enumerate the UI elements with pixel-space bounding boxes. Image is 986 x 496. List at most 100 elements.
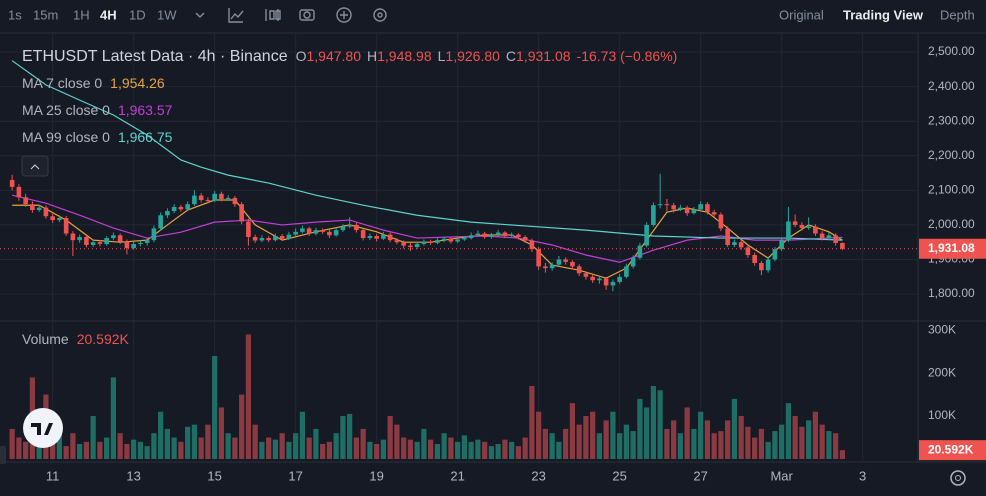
volume-bar	[468, 441, 474, 459]
candle-body	[374, 235, 379, 239]
volume-bar	[266, 437, 272, 459]
candle-body	[97, 242, 103, 244]
candle-body	[664, 204, 670, 206]
x-tick-label: 19	[369, 468, 383, 483]
candle-body	[833, 235, 838, 243]
candle-body	[765, 259, 771, 271]
volume-value: 20.592K	[77, 331, 130, 347]
volume-bar	[313, 428, 319, 459]
logo[interactable]	[23, 408, 63, 448]
volume-bar	[549, 433, 555, 459]
scroll-handle[interactable]	[0, 446, 6, 464]
add-icon[interactable]	[336, 7, 352, 23]
volume-bar	[495, 443, 501, 459]
ma-legend: MA 99 close 0 1,966.75	[22, 129, 173, 145]
volume-bar	[603, 420, 609, 459]
volume-bar	[97, 441, 103, 459]
interval[interactable]: 1D	[129, 7, 146, 22]
volume-bar	[137, 441, 143, 459]
candle-body	[131, 243, 136, 249]
volume-bar	[333, 433, 339, 459]
x-tick-label: Mar	[770, 468, 793, 483]
ohlc-value: 1,931.08	[516, 48, 571, 64]
candle-body	[462, 238, 467, 240]
volume-bar	[279, 433, 285, 459]
volume-bar	[293, 433, 299, 459]
volume-bar	[657, 390, 663, 459]
volume-bar	[536, 411, 542, 459]
volume-bar	[509, 441, 515, 459]
view-tab[interactable]: Original	[779, 7, 824, 22]
toolbar-icons[interactable]	[195, 7, 387, 23]
settings-button[interactable]	[950, 470, 966, 486]
volume-bar	[779, 424, 785, 459]
symbol: ETHUSDT Latest Data · 4h · Binance	[22, 48, 288, 65]
price-tag-bg	[919, 238, 986, 259]
change: -16.73 (−0.86%)	[577, 48, 678, 64]
interval[interactable]: 1H	[73, 7, 90, 22]
volume-tick-label: 300K	[928, 322, 956, 336]
interval[interactable]: 1s	[8, 7, 22, 22]
candle-body	[657, 204, 663, 206]
candle-body	[178, 206, 184, 210]
indicator-icon[interactable]	[228, 8, 244, 23]
camera-icon[interactable]	[299, 9, 315, 21]
volume-bar	[353, 437, 359, 459]
volume-bar	[252, 424, 258, 459]
candles-icon[interactable]	[265, 9, 281, 21]
collapse-button[interactable]	[21, 155, 49, 177]
candle-body	[428, 241, 433, 243]
candle-body	[354, 224, 359, 231]
candle-body	[117, 235, 123, 242]
candle-body	[624, 266, 629, 277]
volume-bar	[110, 377, 116, 459]
candle-body	[630, 257, 636, 267]
ma-legend: MA 25 close 0 1,963.57	[22, 102, 173, 118]
volume-bar	[347, 413, 353, 459]
interval[interactable]: 4H	[100, 7, 117, 22]
volume-bar	[772, 431, 778, 459]
candle-body	[347, 224, 352, 227]
settings-icon[interactable]	[373, 8, 387, 22]
candle-body	[300, 228, 305, 232]
dropdown[interactable]	[195, 12, 205, 18]
volume-bar	[488, 446, 494, 459]
interval[interactable]: 1W	[157, 7, 177, 22]
volume-bar	[623, 424, 629, 459]
candle-body	[84, 237, 89, 245]
volume-bar	[542, 428, 548, 459]
candle-body	[286, 234, 292, 239]
candle-body	[273, 235, 278, 241]
volume-bar	[644, 407, 650, 459]
x-tick-label: 11	[46, 468, 60, 483]
volume-bar	[650, 385, 656, 459]
candle-body	[340, 226, 346, 231]
candle-body	[387, 234, 393, 241]
candle-body	[718, 214, 724, 229]
volume-bar	[394, 424, 400, 459]
volume-bar	[792, 416, 798, 459]
caret	[30, 164, 40, 170]
candle-body	[556, 259, 562, 265]
volume-bar	[826, 431, 832, 459]
volume-bar	[590, 411, 596, 459]
x-tick-label: 3	[859, 468, 866, 483]
symbol-legend: ETHUSDT Latest Data · 4h · Binance O1,947…	[22, 48, 677, 66]
volume-bar	[414, 441, 420, 459]
candle-body	[576, 266, 582, 274]
x-tick-label: 27	[693, 468, 707, 483]
volume-bar	[819, 424, 825, 459]
view-tab[interactable]: Depth	[940, 7, 975, 22]
volume-bar	[785, 403, 791, 459]
volume-bar	[428, 439, 434, 459]
candle-body	[23, 197, 28, 205]
interval[interactable]: 15m	[33, 7, 58, 22]
candle-body	[219, 193, 224, 199]
view-tab[interactable]: Trading View	[843, 7, 924, 22]
candle-body	[185, 204, 190, 210]
candle-body	[691, 209, 697, 214]
volume-bar	[461, 435, 467, 459]
candle-body	[752, 255, 757, 263]
ohlc-key: H	[367, 48, 377, 64]
